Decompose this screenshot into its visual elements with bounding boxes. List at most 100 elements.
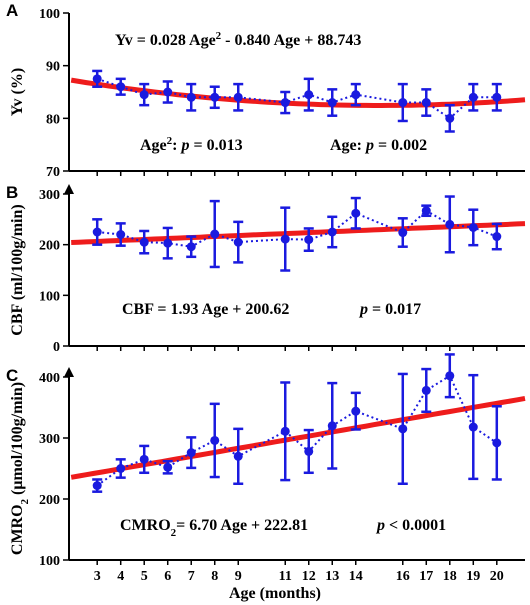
y-tick-label: 400: [39, 371, 60, 386]
data-point: [139, 237, 149, 247]
data-point: [92, 227, 102, 237]
y-tick-label: 300: [39, 432, 60, 447]
data-point: [492, 232, 502, 242]
fit-line: [71, 221, 526, 245]
data-point: [163, 87, 173, 97]
x-tick-label: 14: [349, 569, 363, 584]
panel-c: C 100 200 300 400 CMRO2 (μmol/100g/min) CMRO2=…: [6, 353, 526, 569]
panel-b: B 0 100 200 300 CBF (ml/100g/min) CBF = 1.93 A…: [6, 183, 526, 355]
x-tick-label: 3: [94, 569, 101, 584]
p-value-text: p < 0.0001: [375, 517, 446, 534]
fit-line: [70, 395, 526, 480]
data-point: [116, 464, 126, 473]
y-tick-label: 100: [39, 7, 60, 22]
data-point: [421, 206, 431, 216]
data-point: [280, 426, 290, 436]
data-point: [186, 92, 196, 102]
data-point: [398, 98, 408, 108]
data-point: [304, 90, 314, 100]
y-axis-label: CMRO2 (μmol/100g/min): [9, 382, 31, 555]
data-point: [468, 222, 478, 232]
series-connector: [96, 374, 498, 487]
x-tick-label: 5: [141, 569, 148, 584]
data-point: [210, 92, 220, 102]
y-axis-arrow-icon: [64, 367, 74, 377]
data-point: [233, 451, 243, 461]
data-point: [92, 481, 102, 491]
data-point: [327, 227, 337, 237]
series-connector: [96, 77, 497, 120]
data-point: [280, 98, 290, 108]
x-tick-label: 11: [279, 569, 292, 584]
data-point: [233, 92, 243, 102]
x-tick-label: 6: [164, 569, 171, 584]
data-point: [210, 435, 220, 445]
p-value-text: p = 0.017: [358, 301, 421, 318]
data-point: [421, 98, 431, 108]
panel-a: A 70 80 90 100 Yv (%) Yv = 0.028 Age2 - 0.840 …: [6, 1, 526, 180]
equation-text: CMRO2= 6.70 Age + 222.81: [120, 517, 308, 539]
data-point: [468, 422, 478, 432]
y-tick-label: 0: [53, 340, 60, 355]
x-tick-label: 4: [117, 569, 124, 584]
y-axis-label: Yv (%): [9, 68, 26, 116]
data-point: [186, 448, 196, 458]
data-point: [421, 385, 431, 395]
x-tick-label: 19: [466, 569, 480, 584]
data-point: [139, 454, 149, 464]
data-point: [92, 74, 102, 84]
x-axis-label: Age (months): [229, 585, 321, 602]
y-tick-label: 300: [39, 188, 60, 203]
data-point: [492, 438, 502, 448]
p-value-text: Age2: p = 0.013: [140, 135, 243, 154]
x-tick-label: 20: [490, 569, 504, 584]
data-point: [116, 82, 126, 92]
data-point: [327, 421, 337, 431]
y-tick-label: 80: [46, 112, 60, 127]
data-point: [398, 228, 408, 238]
data-point: [280, 234, 290, 244]
x-tick-label: 18: [443, 569, 457, 584]
data-point: [327, 98, 337, 108]
data-point: [233, 237, 243, 247]
data-point: [186, 242, 196, 252]
data-point: [445, 219, 455, 229]
x-tick-labels: 3 4 5 6 7 8 9 11 12 13 14 16 17 18 19 20: [94, 569, 504, 584]
x-tick-label: 7: [188, 569, 195, 584]
data-point: [445, 371, 455, 381]
series-connector: [97, 209, 498, 248]
data-point: [210, 229, 220, 239]
y-tick-label: 70: [46, 165, 60, 180]
panel-letter: C: [6, 366, 18, 385]
y-axis-arrow-icon: [64, 184, 74, 194]
p-value-text: Age: p = 0.002: [330, 137, 427, 154]
panel-letter: B: [6, 183, 18, 202]
equation-text: CBF = 1.93 Age + 200.62: [122, 301, 289, 318]
data-point: [351, 208, 361, 218]
data-point: [398, 424, 408, 434]
data-point: [304, 235, 314, 245]
y-tick-label: 100: [39, 554, 60, 569]
data-point: [304, 446, 314, 456]
y-tick-label: 90: [46, 60, 60, 75]
data-point: [351, 406, 361, 416]
panel-letter: A: [6, 1, 18, 20]
data-point: [445, 113, 455, 123]
data-point: [163, 462, 173, 472]
y-tick-label: 100: [39, 289, 60, 304]
y-tick-label: 200: [39, 493, 60, 508]
data-point: [351, 90, 361, 100]
data-point: [492, 92, 502, 102]
data-point: [163, 238, 173, 248]
data-point: [139, 90, 149, 100]
y-axis-label: CBF (ml/100g/min): [9, 204, 26, 335]
data-point: [116, 230, 126, 240]
x-tick-label: 17: [419, 569, 433, 584]
x-tick-label: 8: [211, 569, 218, 584]
equation-text: Yv = 0.028 Age2 - 0.840 Age + 88.743: [115, 30, 361, 49]
y-tick-label: 200: [39, 239, 60, 254]
x-tick-label: 12: [302, 569, 316, 584]
x-tick-label: 16: [396, 569, 410, 584]
data-point: [468, 92, 478, 102]
